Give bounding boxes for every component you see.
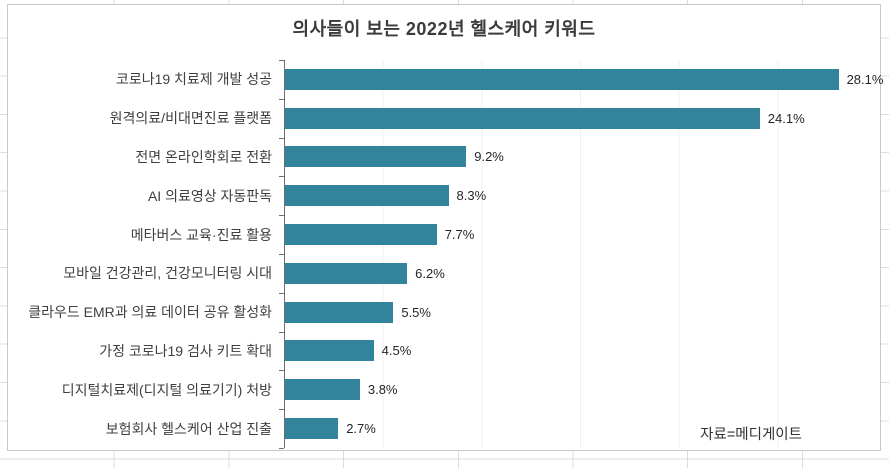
category-label: AI 의료영상 자동판독 [147,187,272,204]
value-label: 8.3% [456,188,487,204]
category-label: 클라우드 EMR과 의료 데이터 공유 활성화 [28,304,272,321]
bar-row: 8.3% [285,176,876,215]
category-label: 전면 온라인학회로 전환 [135,148,272,165]
bar [285,262,408,284]
bar [285,301,394,323]
chart-title: 의사들이 보는 2022년 헬스케어 키워드 [292,19,596,39]
bar-row: 28.1% [285,60,883,99]
bar-row: 4.5% [285,332,876,371]
axis-tick [279,370,284,372]
bar [285,146,467,168]
bar [285,379,360,401]
bar [285,340,374,362]
value-label: 5.5% [401,304,431,320]
category-label: 원격의료/비대면진료 플랫폼 [109,110,272,127]
value-label: 2.7% [346,421,376,437]
category-label: 디지털치료제(디지털 의료기기) 처방 [61,381,272,398]
category-label: 모바일 건강관리, 건강모니터링 시대 [63,265,272,282]
category-label: 메타버스 교육·진료 활용 [130,226,272,243]
axis-tick [279,292,284,294]
axis-tick [279,215,284,217]
bar-row: 24.1% [285,99,876,138]
value-label: 28.1% [846,71,884,87]
source-note: 자료=메디게이트 [700,427,802,443]
category-label: 코로나19 치료제 개발 성공 [115,71,272,88]
value-label: 4.5% [381,343,412,359]
value-label: 7.7% [444,227,475,243]
plot-area: 28.1% 24.1% 9.2% 8.3% 7.7% 6.2% 5.5% 4.5% 3.8% 2.… [279,60,883,449]
bar [285,107,760,129]
bar-row: 2.7% [285,409,876,448]
category-label: 보험회사 헬스케어 산업 진출 [105,420,272,437]
category-label: 가정 코로나19 검사 키트 확대 [99,342,272,359]
axis-tick [279,60,284,61]
bar-row: 6.2% [285,254,876,293]
value-label: 9.2% [474,149,504,165]
bars-container: 28.1% 24.1% 9.2% 8.3% 7.7% 6.2% 5.5% 4.5% 3.8% 2.… [285,60,883,448]
bar-row: 3.8% [285,370,876,409]
value-label: 3.8% [367,382,398,398]
axis-tick [279,137,284,139]
axis-tick [279,98,284,100]
bar [285,185,449,207]
axis-tick [279,331,284,333]
bar-row: 9.2% [285,138,876,177]
bar-row: 7.7% [285,215,876,254]
value-label: 6.2% [415,265,445,281]
value-label: 24.1% [767,110,805,126]
bar [285,418,339,440]
axis-tick [279,448,284,449]
axis-tick [279,254,284,255]
bar-row: 5.5% [285,293,876,332]
bar [285,68,839,90]
bar [285,224,437,246]
axis-tick [279,176,284,178]
axis-tick [279,409,284,411]
